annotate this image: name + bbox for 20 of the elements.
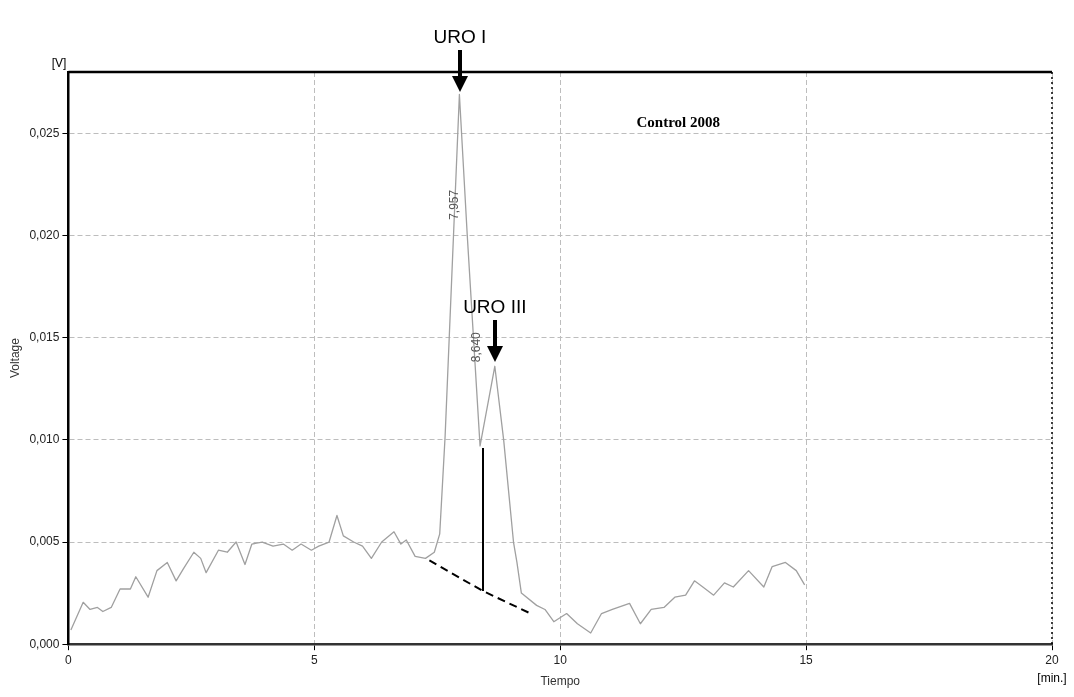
x-tick-label: 20 <box>1045 652 1059 667</box>
annotation: URO III <box>463 295 527 317</box>
annotation: 8,640 <box>468 331 483 363</box>
y-tick-label: 0,015 <box>29 329 60 344</box>
text: [min.] <box>1037 670 1067 685</box>
y-axis-title: Voltage <box>7 337 22 379</box>
x-tick-label: 0 <box>65 652 73 667</box>
y-tick-label: 0,020 <box>29 227 60 242</box>
text: [V] <box>51 56 67 71</box>
annotation: 7,957 <box>447 189 462 220</box>
annotation: Control 2008 <box>636 113 720 130</box>
x-axis-title: Tiempo <box>540 674 581 689</box>
y-tick-label: 0,025 <box>29 125 60 140</box>
x-tick-label: 15 <box>799 652 814 667</box>
y-tick-label: 0,010 <box>29 432 60 447</box>
annotation: URO I <box>433 26 487 48</box>
y-tick-label: 0,000 <box>29 636 60 651</box>
y-tick-label: 0,005 <box>29 534 60 549</box>
x-tick-label: 10 <box>553 652 568 667</box>
x-tick-label: 5 <box>310 652 318 667</box>
